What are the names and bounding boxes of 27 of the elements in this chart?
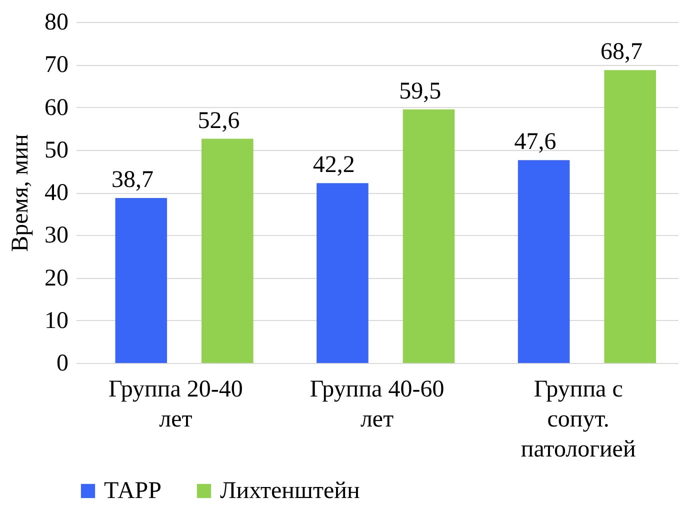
y-tick-label: 20 [44, 265, 68, 292]
bar [316, 183, 368, 363]
bar [402, 109, 455, 363]
bar [202, 138, 254, 363]
data-label: 52,6 [198, 108, 240, 134]
bar [604, 70, 656, 363]
legend-label: ТАРР [104, 478, 162, 504]
y-tick-label: 0 [56, 350, 68, 376]
y-tick-label: 30 [44, 222, 68, 249]
legend-label: Лихтенштейн [220, 478, 360, 504]
x-tick-label: Группа 40-60 лет [310, 376, 444, 432]
data-label: 68,7 [600, 39, 642, 66]
data-label: 38,7 [112, 167, 154, 194]
data-label: 42,2 [312, 152, 355, 178]
y-axis-title: Время, мин [8, 134, 34, 252]
y-tick-label: 70 [44, 52, 68, 78]
y-tick-label: 40 [44, 180, 68, 206]
y-tick-label: 80 [44, 10, 68, 36]
bar [518, 160, 570, 363]
bar [115, 198, 168, 363]
y-tick-label: 60 [44, 94, 68, 121]
y-tick-label: 10 [44, 308, 68, 334]
y-tick-label: 50 [44, 137, 68, 164]
data-label: 59,5 [399, 78, 442, 104]
x-tick-label: Группа 20-40 лет [108, 376, 243, 432]
x-tick-label: Группа с сопут. патологией [520, 376, 636, 462]
data-label: 47,6 [514, 129, 556, 156]
